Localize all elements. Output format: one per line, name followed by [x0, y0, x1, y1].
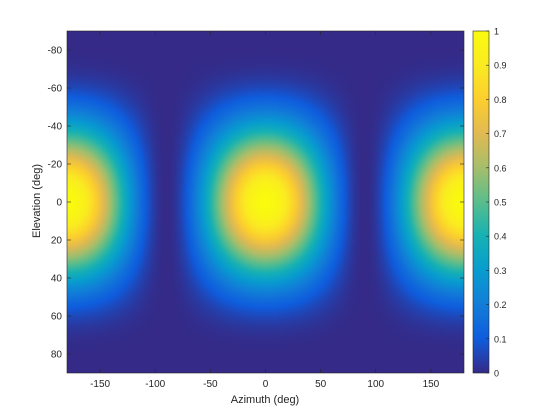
colorbar: 0 0.1 0.2 0.3 0.4 0.5 0.6 0.7 0.8 0.9 1 [472, 27, 507, 379]
colorbar-tick-label: 0.4 [494, 232, 507, 242]
colorbar-tick-label: 0.5 [494, 198, 507, 208]
colorbar-tick-label: 0 [494, 369, 499, 379]
y-tick-label: 60 [51, 312, 63, 323]
colorbar-tick-label: 0.6 [494, 163, 507, 173]
heatmap-plot-area [66, 30, 465, 374]
y-tick-label: 40 [51, 274, 63, 285]
x-tick-label: 100 [367, 379, 384, 390]
colorbar-tick-label: 0.2 [494, 300, 507, 310]
y-axis-label: Elevation (deg) [31, 164, 43, 238]
y-tick-label: -20 [48, 160, 63, 171]
colorbar-tick-label: 0.1 [494, 334, 507, 344]
heatmap-image [67, 31, 464, 373]
x-tick-label: 0 [263, 379, 269, 390]
colorbar-tick-label: 0.9 [494, 61, 507, 71]
y-axis: -80 -60 -40 -20 0 20 40 60 80 [48, 46, 464, 361]
y-tick-label: 80 [51, 350, 63, 361]
x-axis: -150 -100 -50 0 50 100 150 [90, 31, 440, 390]
y-tick-label: -60 [48, 84, 63, 95]
x-tick-label: -50 [203, 379, 218, 390]
x-tick-label: -100 [145, 379, 165, 390]
x-tick-label: 50 [315, 379, 327, 390]
y-tick-label: -40 [48, 122, 63, 133]
colorbar-tick-label: 0.8 [494, 95, 507, 105]
y-tick-label: 0 [56, 198, 62, 209]
x-tick-label: 150 [423, 379, 440, 390]
x-tick-label: -150 [90, 379, 110, 390]
x-axis-label: Azimuth (deg) [231, 394, 299, 406]
colorbar-tick-label: 1 [494, 27, 499, 37]
colorbar-tick-label: 0.3 [494, 266, 507, 276]
colorbar-tick-label: 0.7 [494, 129, 507, 139]
y-tick-label: -80 [48, 46, 63, 57]
y-tick-label: 20 [51, 236, 63, 247]
